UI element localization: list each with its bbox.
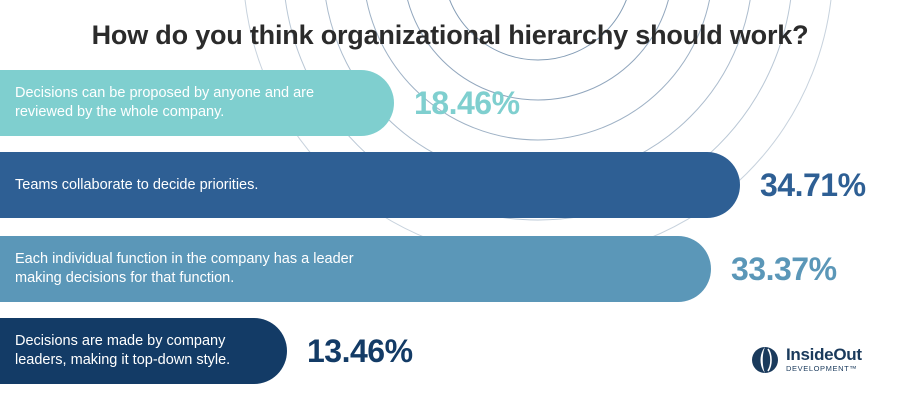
logo-name: InsideOut (786, 345, 862, 364)
value-label: 33.37% (731, 250, 837, 287)
insideout-logo: InsideOut DEVELOPMENT™ (750, 345, 862, 375)
value-label: 34.71% (760, 166, 866, 203)
background-ring (284, 0, 792, 221)
background-ring (366, 0, 710, 141)
insideout-logo-icon (752, 347, 778, 373)
chart-title: How do you think organizational hierarch… (91, 20, 809, 50)
bar: Teams collaborate to decide priorities. (0, 152, 740, 218)
value-label: 18.46% (414, 84, 520, 121)
bar: Each individual function in the company … (0, 236, 711, 302)
bar-label: Decisions can be proposed by anyone and … (15, 85, 315, 120)
background-ring (449, 0, 627, 61)
bar-label: Each individual function in the company … (15, 251, 354, 286)
bar: Decisions can be proposed by anyone and … (0, 70, 394, 136)
value-label: 13.46% (307, 332, 413, 369)
bar: Decisions are made by company leaders, m… (0, 318, 287, 384)
logo-subtitle: DEVELOPMENT™ (786, 364, 858, 373)
bar-label: Decisions are made by company leaders, m… (15, 333, 231, 368)
bar-label: Teams collaborate to decide priorities. (15, 176, 259, 193)
background-ring (407, 0, 669, 101)
